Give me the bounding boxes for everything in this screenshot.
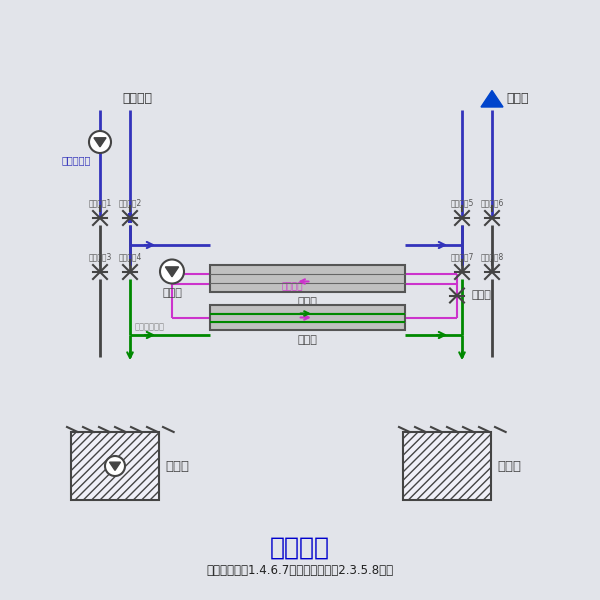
Text: 出水井: 出水井	[165, 460, 189, 473]
Circle shape	[89, 131, 111, 153]
Text: 回水井: 回水井	[497, 460, 521, 473]
Text: 冷媒流向: 冷媒流向	[281, 282, 302, 291]
Text: 水流开关8: 水流开关8	[481, 253, 503, 262]
Bar	[71, 432, 159, 500]
Text: 水流开关7: 水流开关7	[451, 253, 473, 262]
Polygon shape	[166, 267, 179, 277]
Text: 水流开关3: 水流开关3	[88, 253, 112, 262]
Circle shape	[160, 259, 184, 283]
Text: 水流开关2: 水流开关2	[118, 199, 142, 208]
Polygon shape	[94, 138, 106, 147]
Text: 送房间: 送房间	[506, 91, 529, 104]
Text: 水流开关5: 水流开关5	[451, 199, 473, 208]
Text: 注：水流开关1.4.6.7开启，水流开关2.3.5.8关闭: 注：水流开关1.4.6.7开启，水流开关2.3.5.8关闭	[206, 563, 394, 577]
Text: 水流开关6: 水流开关6	[481, 199, 503, 208]
Text: 冷冻水流向: 冷冻水流向	[62, 155, 91, 165]
Bar	[210, 265, 405, 292]
Bar	[210, 305, 405, 330]
Circle shape	[105, 456, 125, 476]
Text: 水流开关4: 水流开关4	[118, 253, 142, 262]
Text: 节流阀: 节流阀	[471, 290, 491, 301]
Text: 蒸发器: 蒸发器	[298, 297, 317, 307]
Bar	[403, 432, 491, 500]
Text: 来自房间: 来自房间	[122, 91, 152, 104]
Text: 水流开关1: 水流开关1	[88, 199, 112, 208]
Text: 水源侧水流向: 水源侧水流向	[135, 323, 165, 331]
Text: 冷凝器: 冷凝器	[298, 335, 317, 345]
Text: 制冷工况: 制冷工况	[270, 536, 330, 560]
Text: 压缩机: 压缩机	[162, 289, 182, 298]
Polygon shape	[110, 462, 121, 470]
Polygon shape	[481, 91, 503, 107]
